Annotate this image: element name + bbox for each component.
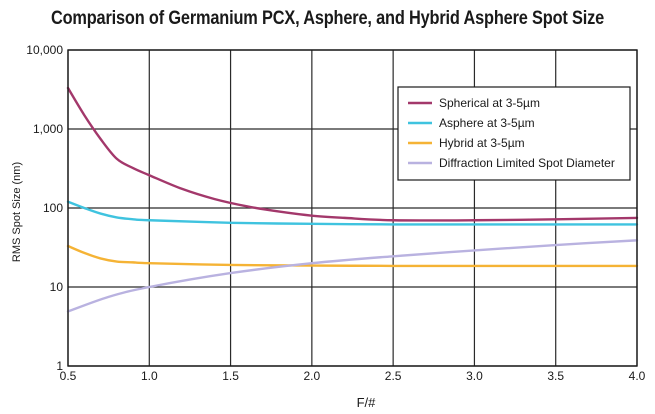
x-tick-label: 0.5 — [60, 369, 77, 383]
x-tick-label: 4.0 — [629, 369, 646, 383]
y-tick-label: 1,000 — [33, 122, 63, 136]
x-tick-label: 1.0 — [141, 369, 158, 383]
legend-label-1: Spherical at 3-5µm — [439, 96, 540, 110]
legend-label-4: Diffraction Limited Spot Diameter — [439, 156, 615, 170]
series-line-4 — [66, 239, 639, 313]
plot-frame — [67, 49, 638, 367]
y-tick-label: 1 — [56, 359, 63, 373]
x-tick-label: 3.0 — [466, 369, 483, 383]
x-tick-label: 3.5 — [547, 369, 564, 383]
x-tick-label: 2.5 — [385, 369, 402, 383]
y-tick-label: 100 — [43, 201, 63, 215]
chart-title: Comparison of Germanium PCX, Asphere, an… — [50, 8, 605, 29]
legend-label-2: Asphere at 3-5µm — [439, 116, 535, 130]
x-axis-label: F/# — [357, 395, 377, 410]
legend-label-3: Hybrid at 3-5µm — [439, 136, 525, 150]
series-line-2 — [66, 200, 639, 226]
y-tick-label: 10,000 — [26, 43, 63, 57]
legend-box — [397, 86, 631, 181]
y-axis-label: RMS Spot Size (nm) — [11, 162, 23, 262]
series-line-3 — [66, 244, 639, 268]
series-line-1 — [66, 86, 639, 222]
x-tick-label: 2.0 — [304, 369, 321, 383]
y-tick-label: 10 — [50, 280, 64, 294]
x-tick-label: 1.5 — [222, 369, 239, 383]
